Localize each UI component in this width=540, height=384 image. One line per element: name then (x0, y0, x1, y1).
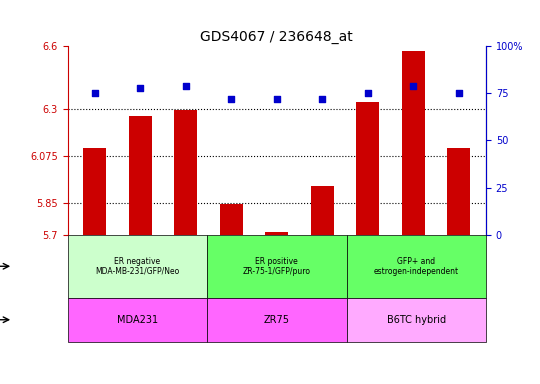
Bar (356, 102, 379, 235)
Text: ER positive
ZR-75-1/GFP/puro: ER positive ZR-75-1/GFP/puro (243, 257, 310, 276)
Point (409, 83, 417, 89)
Point (227, 96, 235, 102)
Point (136, 84, 145, 91)
Title: GDS4067 / 236648_at: GDS4067 / 236648_at (200, 30, 353, 44)
Bar (265, 232, 288, 235)
FancyBboxPatch shape (347, 235, 486, 298)
Bar (402, 51, 424, 235)
Bar (220, 204, 242, 235)
Point (454, 90, 463, 96)
Bar (83, 148, 106, 235)
FancyBboxPatch shape (207, 235, 347, 298)
FancyBboxPatch shape (207, 298, 347, 342)
Text: MDA231: MDA231 (117, 315, 158, 325)
Bar (447, 148, 470, 235)
Text: GFP+ and
estrogen-independent: GFP+ and estrogen-independent (374, 257, 459, 276)
FancyBboxPatch shape (347, 298, 486, 342)
Point (91, 90, 99, 96)
Bar (129, 116, 152, 235)
Text: B6TC hybrid: B6TC hybrid (387, 315, 446, 325)
Bar (311, 185, 334, 235)
Bar (174, 110, 197, 235)
FancyBboxPatch shape (68, 298, 207, 342)
Point (181, 83, 190, 89)
FancyBboxPatch shape (68, 235, 207, 298)
Point (363, 90, 372, 96)
Point (318, 96, 327, 102)
Text: ZR75: ZR75 (264, 315, 290, 325)
Point (273, 96, 281, 102)
Text: ER negative
MDA-MB-231/GFP/Neo: ER negative MDA-MB-231/GFP/Neo (95, 257, 179, 276)
